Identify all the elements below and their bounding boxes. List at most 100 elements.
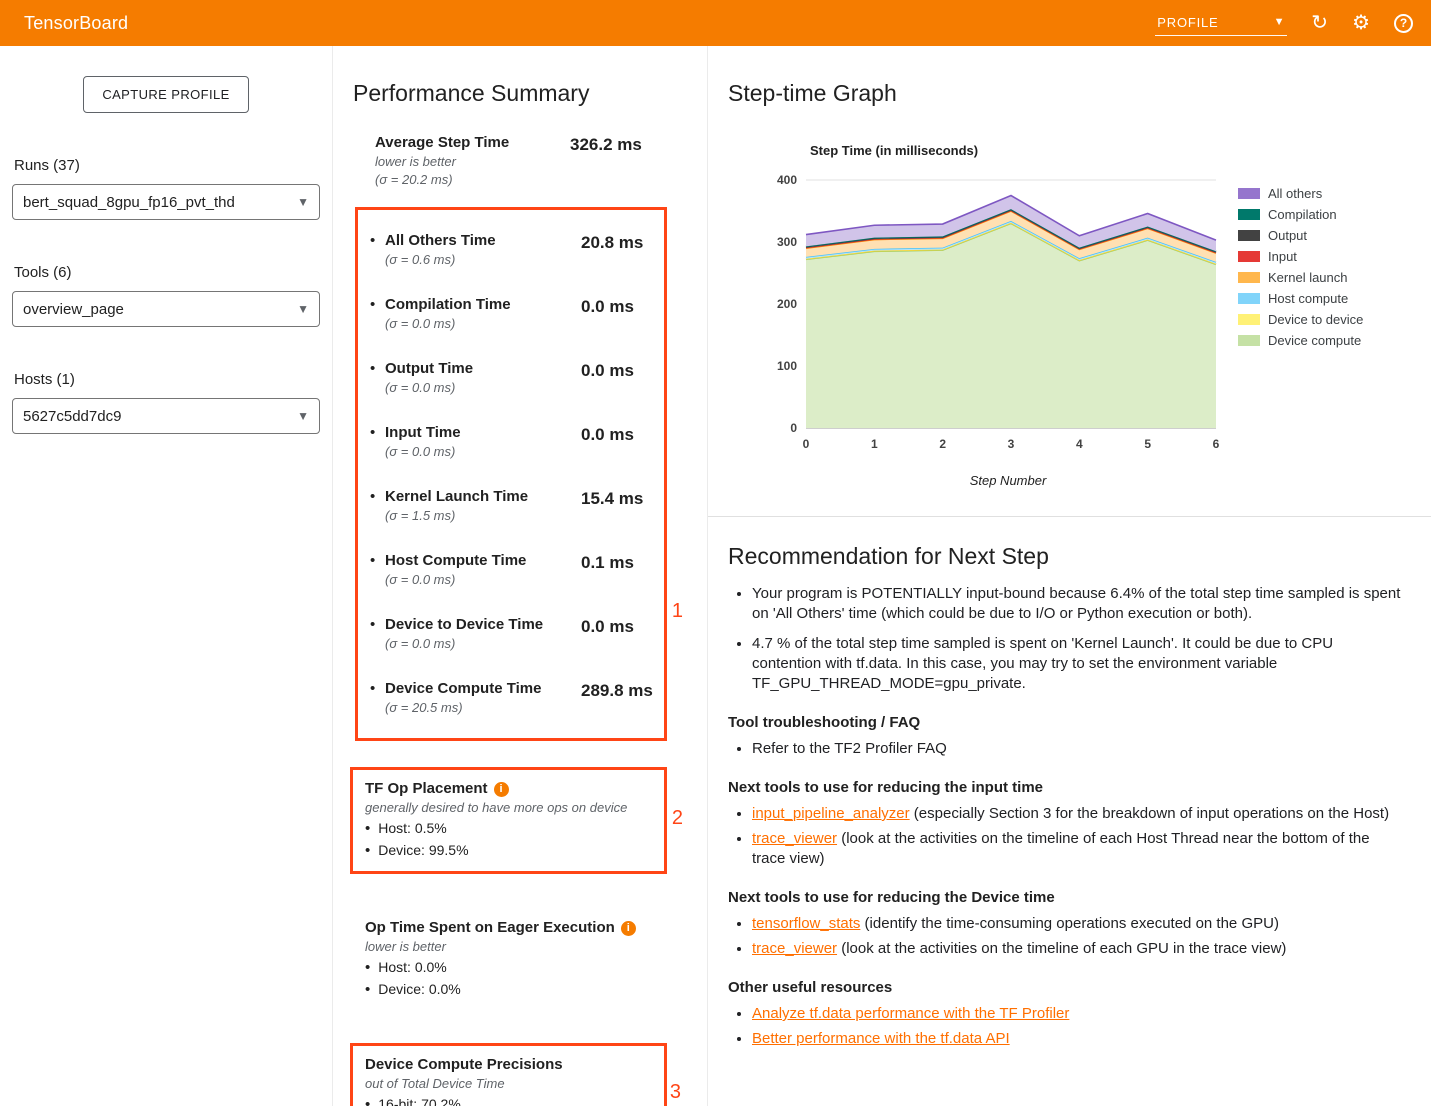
legend-label: All others (1268, 186, 1323, 201)
info-icon[interactable]: i (493, 782, 509, 797)
eager-host-value: Host: 0.0% (378, 959, 447, 975)
recommendation-bullet-text: Your program is POTENTIALLY input-bound … (752, 585, 1401, 622)
resources-item: Better performance with the tf.data API (752, 1029, 1406, 1049)
legend-label: Compilation (1268, 207, 1337, 222)
precision-16bit-value: 16-bit: 70.2% (378, 1096, 461, 1106)
legend-swatch (1238, 272, 1260, 283)
legend-swatch (1238, 293, 1260, 304)
metric-sigma: (σ = 0.0 ms) (385, 572, 456, 587)
metric-value: 15.4 ms (581, 489, 644, 508)
dashboard-selector[interactable]: PROFILE ▼ (1155, 11, 1288, 36)
recommendation-bullet-text: 4.7 % of the total step time sampled is … (752, 635, 1334, 692)
bullet-marker: • (370, 232, 376, 249)
eager-execution-block: Op Time Spent on Eager Execution i lower … (350, 906, 667, 1013)
svg-text:100: 100 (777, 359, 797, 373)
svg-text:0: 0 (790, 421, 797, 435)
bullet-marker: • (370, 424, 376, 441)
dashboard-selector-value: PROFILE (1157, 14, 1219, 30)
tools-select-value: overview_page (23, 300, 124, 318)
annotation-2: 2 (671, 807, 683, 830)
input-tools-item-text: (look at the activities on the timeline … (752, 830, 1370, 867)
resources-item: Analyze tf.data performance with the TF … (752, 1004, 1406, 1024)
faq-item-text: Refer to the TF2 Profiler FAQ (752, 740, 947, 757)
tf-op-placement-host-value: Host: 0.5% (378, 820, 447, 836)
legend-item: Device to device (1238, 309, 1363, 330)
trace-viewer-link[interactable]: trace_viewer (752, 830, 838, 847)
tf-op-placement-note: generally desired to have more ops on de… (365, 800, 628, 815)
legend-swatch (1238, 335, 1260, 346)
legend-label: Device compute (1268, 333, 1362, 348)
metric-row: • Device to Device Time (σ = 0.0 ms) 0.0… (358, 602, 664, 666)
input-tools-item-text: (especially Section 3 for the breakdown … (909, 805, 1390, 822)
app-header: TensorBoard PROFILE ▼ ↻ ⚙ ? (0, 0, 1431, 46)
bullet-marker: • (370, 552, 376, 569)
trace-viewer-link[interactable]: trace_viewer (752, 940, 838, 957)
recommendation-bullet: Your program is POTENTIALLY input-bound … (752, 584, 1406, 624)
svg-text:6: 6 (1213, 437, 1220, 451)
metric-value: 0.0 ms (581, 425, 634, 444)
svg-text:400: 400 (777, 173, 797, 187)
legend-swatch (1238, 314, 1260, 325)
chevron-down-icon: ▼ (297, 409, 309, 423)
capture-profile-button[interactable]: CAPTURE PROFILE (83, 76, 249, 113)
device-tools-heading: Next tools to use for reducing the Devic… (728, 889, 1055, 906)
annotation-3: 3 (669, 1081, 681, 1104)
average-step-time-label: Average Step Time (375, 134, 510, 151)
main-layout: CAPTURE PROFILE Runs (37) bert_squad_8gp… (0, 46, 1431, 1106)
resources-list: Analyze tf.data performance with the TF … (728, 1004, 1406, 1049)
bullet-marker: • (370, 488, 376, 505)
step-time-graph-title: Step-time Graph (728, 80, 897, 106)
faq-heading: Tool troubleshooting / FAQ (728, 714, 921, 731)
bullet-marker: • (365, 959, 371, 976)
info-icon[interactable]: i (620, 921, 636, 936)
average-step-time: Average Step Time lower is better (σ = 2… (375, 133, 707, 189)
svg-text:2: 2 (939, 437, 946, 451)
tensorflow-stats-link[interactable]: tensorflow_stats (752, 915, 861, 932)
legend-label: Kernel launch (1268, 270, 1348, 285)
metric-sigma: (σ = 1.5 ms) (385, 508, 456, 523)
tf-op-placement-title-text: TF Op Placement (365, 780, 488, 797)
device-tools-item: trace_viewer (look at the activities on … (752, 939, 1406, 959)
eager-device-value: Device: 0.0% (378, 981, 461, 997)
precisions-title: Device Compute Precisions (365, 1056, 563, 1073)
step-time-breakdown-box: • All Others Time (σ = 0.6 ms) 20.8 ms •… (355, 207, 683, 741)
hosts-select-value: 5627c5dd7dc9 (23, 407, 122, 425)
metric-row: • Kernel Launch Time (σ = 1.5 ms) 15.4 m… (358, 474, 664, 538)
performance-summary-title: Performance Summary (353, 80, 590, 106)
metric-sigma: (σ = 0.6 ms) (385, 252, 456, 267)
metric-label: Device Compute Time (385, 680, 542, 697)
legend-label: Device to device (1268, 312, 1364, 327)
metric-sigma: (σ = 0.0 ms) (385, 636, 456, 651)
tfdata-profiler-link[interactable]: Analyze tf.data performance with the TF … (752, 1005, 1070, 1022)
input-pipeline-analyzer-link[interactable]: input_pipeline_analyzer (752, 805, 910, 822)
bullet-marker: • (365, 842, 371, 859)
help-icon[interactable]: ? (1394, 13, 1413, 33)
metric-row: • Compilation Time (σ = 0.0 ms) 0.0 ms (358, 282, 664, 346)
bullet-marker: • (365, 1096, 371, 1106)
metric-label: Device to Device Time (385, 616, 544, 633)
performance-summary-panel: Performance Summary Average Step Time lo… (333, 46, 708, 1106)
metric-value: 0.1 ms (581, 553, 634, 572)
metric-label: Compilation Time (385, 296, 511, 313)
gear-icon[interactable]: ⚙ (1352, 12, 1370, 34)
reload-icon[interactable]: ↻ (1311, 12, 1329, 34)
hosts-select[interactable]: 5627c5dd7dc9 ▼ (12, 398, 320, 434)
tools-select[interactable]: overview_page ▼ (12, 291, 320, 327)
legend-item: Compilation (1238, 204, 1363, 225)
metric-row: • Output Time (σ = 0.0 ms) 0.0 ms (358, 346, 664, 410)
legend-item: All others (1238, 183, 1363, 204)
resources-heading: Other useful resources (728, 979, 893, 996)
step-time-stacked-area-chart: 0 100 200 300 400 0 1 2 3 4 5 6 (777, 173, 1220, 451)
tfdata-api-link[interactable]: Better performance with the tf.data API (752, 1030, 1010, 1047)
runs-select[interactable]: bert_squad_8gpu_fp16_pvt_thd ▼ (12, 184, 320, 220)
step-time-graph-panel: Step-time Graph Step Time (in millisecon… (708, 80, 1431, 517)
metric-value: 0.0 ms (581, 297, 634, 316)
metric-sigma: (σ = 0.0 ms) (385, 380, 456, 395)
metric-label: Kernel Launch Time (385, 488, 529, 505)
legend-item: Host compute (1238, 288, 1363, 309)
metric-sigma: (σ = 20.5 ms) (385, 700, 463, 715)
chart-legend: All others Compilation Output Input Kernel l… (1238, 183, 1363, 488)
input-tools-item: input_pipeline_analyzer (especially Sect… (752, 804, 1406, 824)
tf-op-placement-host: • Host: 0.5% (365, 819, 654, 839)
